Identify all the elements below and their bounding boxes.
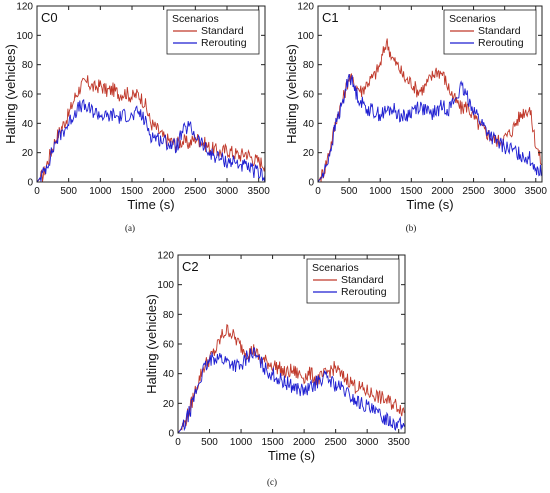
x-tick-label: 2500 — [462, 186, 485, 197]
y-axis-title: Halting (vehicles) — [3, 44, 18, 144]
y-tick-label: 120 — [157, 251, 174, 262]
y-tick-label: 40 — [163, 369, 175, 380]
legend-label-standard: Standard — [478, 25, 521, 37]
x-tick-label: 0 — [34, 186, 40, 197]
x-tick-label: 1500 — [261, 437, 284, 448]
panel-name: C2 — [182, 259, 199, 274]
series-line-standard-c2 — [177, 324, 406, 434]
panel-name: C0 — [41, 10, 58, 25]
legend-box — [443, 9, 537, 55]
x-axis-title: Time (s) — [406, 197, 453, 212]
x-tick-label: 2500 — [325, 437, 348, 448]
y-tick-label: 120 — [16, 2, 33, 13]
x-tick-label: 3500 — [248, 186, 271, 197]
x-tick-label: 1500 — [121, 186, 144, 197]
x-tick-label: 3500 — [388, 437, 411, 448]
y-tick-label: 60 — [163, 340, 175, 351]
y-tick-label: 100 — [157, 280, 174, 291]
legend-title: Scenarios — [449, 13, 496, 25]
legend-title: Scenarios — [312, 262, 359, 274]
legend-label-rerouting: Rerouting — [201, 37, 247, 49]
chart-panel-c1: 0 500 1000 1500 2000 2500 3000 3500 0 20 40 60 80 100… — [284, 2, 547, 234]
chart-panel-c0: 0 500 1000 1500 2000 2500 3000 3500 0 20 40 60 80 100… — [3, 2, 270, 234]
y-tick-label: 0 — [308, 178, 314, 189]
y-axis-title: Halting (vehicles) — [144, 294, 159, 394]
y-tick-label: 60 — [303, 90, 315, 101]
x-tick-label: 1000 — [369, 186, 392, 197]
series-line-standard-c0 — [36, 75, 266, 183]
y-tick-label: 20 — [303, 148, 315, 159]
x-tick-label: 2500 — [184, 186, 207, 197]
y-axis-title: Halting (vehicles) — [284, 44, 299, 144]
y-tick-label: 0 — [27, 178, 33, 189]
y-tick-label: 100 — [297, 31, 314, 42]
x-tick-label: 1500 — [400, 186, 423, 197]
legend-box — [306, 258, 400, 304]
x-tick-label: 2000 — [153, 186, 176, 197]
legend-label-rerouting: Rerouting — [341, 286, 387, 298]
series-line-rerouting-c2 — [177, 347, 406, 434]
chart-panel-c2: 0 500 1000 1500 2000 2500 3000 3500 0 20 40 60 80 100… — [144, 251, 410, 488]
legend-label-rerouting: Rerouting — [478, 37, 524, 49]
legend-label-standard: Standard — [341, 274, 384, 286]
x-tick-label: 0 — [315, 186, 321, 197]
x-tick-label: 3000 — [356, 437, 379, 448]
y-tick-label: 60 — [22, 90, 34, 101]
y-tick-label: 40 — [303, 119, 315, 130]
panel-name: C1 — [322, 10, 339, 25]
x-tick-label: 0 — [175, 437, 181, 448]
panel-caption: (a) — [125, 223, 135, 233]
y-tick-label: 20 — [22, 148, 34, 159]
x-tick-label: 500 — [60, 186, 77, 197]
x-tick-label: 2000 — [293, 437, 316, 448]
y-tick-label: 80 — [303, 60, 315, 71]
legend-title: Scenarios — [172, 13, 219, 25]
x-axis-title: Time (s) — [127, 197, 174, 212]
y-tick-label: 80 — [22, 60, 34, 71]
panel-caption: (b) — [406, 223, 417, 233]
y-tick-label: 40 — [22, 119, 34, 130]
y-tick-label: 80 — [163, 310, 175, 321]
y-tick-label: 100 — [16, 31, 33, 42]
x-tick-label: 3500 — [525, 186, 548, 197]
panel-caption: (c) — [267, 477, 277, 487]
x-tick-label: 500 — [341, 186, 358, 197]
x-tick-label: 3000 — [216, 186, 239, 197]
x-tick-label: 1000 — [89, 186, 112, 197]
y-tick-label: 20 — [163, 399, 175, 410]
legend-box — [166, 9, 260, 55]
x-tick-label: 1000 — [230, 437, 253, 448]
series-line-standard-c1 — [317, 38, 542, 183]
series-line-rerouting-c0 — [36, 99, 266, 183]
legend-label-standard: Standard — [201, 25, 244, 37]
x-axis-title: Time (s) — [268, 448, 315, 463]
x-tick-label: 500 — [201, 437, 218, 448]
y-tick-label: 120 — [297, 2, 314, 13]
y-tick-label: 0 — [168, 429, 174, 440]
x-tick-label: 2000 — [431, 186, 454, 197]
x-tick-label: 3000 — [494, 186, 517, 197]
series-line-rerouting-c1 — [317, 73, 543, 183]
